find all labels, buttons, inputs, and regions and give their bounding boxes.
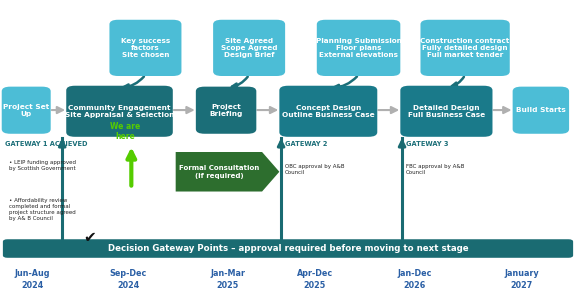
Text: Community Engagement
Site Appraisal & Selection: Community Engagement Site Appraisal & Se… <box>65 105 174 118</box>
Polygon shape <box>176 152 279 192</box>
FancyBboxPatch shape <box>3 239 573 258</box>
Text: Jan-Dec
2026: Jan-Dec 2026 <box>397 269 432 290</box>
Text: Detailed Design
Full Business Case: Detailed Design Full Business Case <box>408 105 485 118</box>
FancyBboxPatch shape <box>420 20 510 76</box>
Text: Site Agreed
Scope Agreed
Design Brief: Site Agreed Scope Agreed Design Brief <box>221 38 278 58</box>
Text: GATEWAY 2: GATEWAY 2 <box>285 141 328 147</box>
Text: • LEIP funding approved
by Scottish Government: • LEIP funding approved by Scottish Gove… <box>9 160 76 171</box>
Text: OBC approval by A&B
Council: OBC approval by A&B Council <box>285 164 344 175</box>
Text: Jun-Aug
2024: Jun-Aug 2024 <box>14 269 50 290</box>
FancyBboxPatch shape <box>66 86 173 137</box>
Text: Project Set
Up: Project Set Up <box>3 104 50 117</box>
Text: Build Starts: Build Starts <box>516 107 566 113</box>
Text: Jan-Mar
2025: Jan-Mar 2025 <box>210 269 245 290</box>
Text: We are
here: We are here <box>111 122 141 141</box>
FancyArrowPatch shape <box>452 77 464 88</box>
Text: FBC approval by A&B
Council: FBC approval by A&B Council <box>406 164 464 175</box>
FancyBboxPatch shape <box>2 87 51 134</box>
FancyBboxPatch shape <box>317 20 400 76</box>
Text: Key success
factors
Site chosen: Key success factors Site chosen <box>121 38 170 58</box>
FancyArrowPatch shape <box>124 77 144 89</box>
FancyBboxPatch shape <box>196 87 256 134</box>
Text: January
2027: January 2027 <box>504 269 539 290</box>
FancyBboxPatch shape <box>513 87 569 134</box>
Text: Construction contract
Fully detailed design
Full market tender: Construction contract Fully detailed des… <box>420 38 510 58</box>
FancyArrowPatch shape <box>334 77 357 90</box>
Text: Decision Gateway Points – approval required before moving to next stage: Decision Gateway Points – approval requi… <box>108 244 468 253</box>
Text: Concept Design
Outline Business Case: Concept Design Outline Business Case <box>282 105 374 118</box>
FancyBboxPatch shape <box>400 86 492 137</box>
Text: GATEWAY 1 ACHIEVED: GATEWAY 1 ACHIEVED <box>5 141 87 147</box>
Text: Formal Consultation
(if required): Formal Consultation (if required) <box>179 165 259 178</box>
Text: ✔: ✔ <box>84 230 96 245</box>
Text: GATEWAY 3: GATEWAY 3 <box>406 141 449 147</box>
Text: • Affordability review
completed and formal
project structure agreed
by A& B Cou: • Affordability review completed and for… <box>9 198 76 221</box>
Text: Apr-Dec
2025: Apr-Dec 2025 <box>297 269 333 290</box>
Text: Planning Submission
Floor plans
External elevations: Planning Submission Floor plans External… <box>316 38 401 58</box>
Text: Sep-Dec
2024: Sep-Dec 2024 <box>109 269 147 290</box>
Text: Project
Briefing: Project Briefing <box>210 104 242 117</box>
FancyBboxPatch shape <box>109 20 181 76</box>
FancyBboxPatch shape <box>279 86 377 137</box>
FancyBboxPatch shape <box>213 20 285 76</box>
FancyArrowPatch shape <box>232 77 248 88</box>
